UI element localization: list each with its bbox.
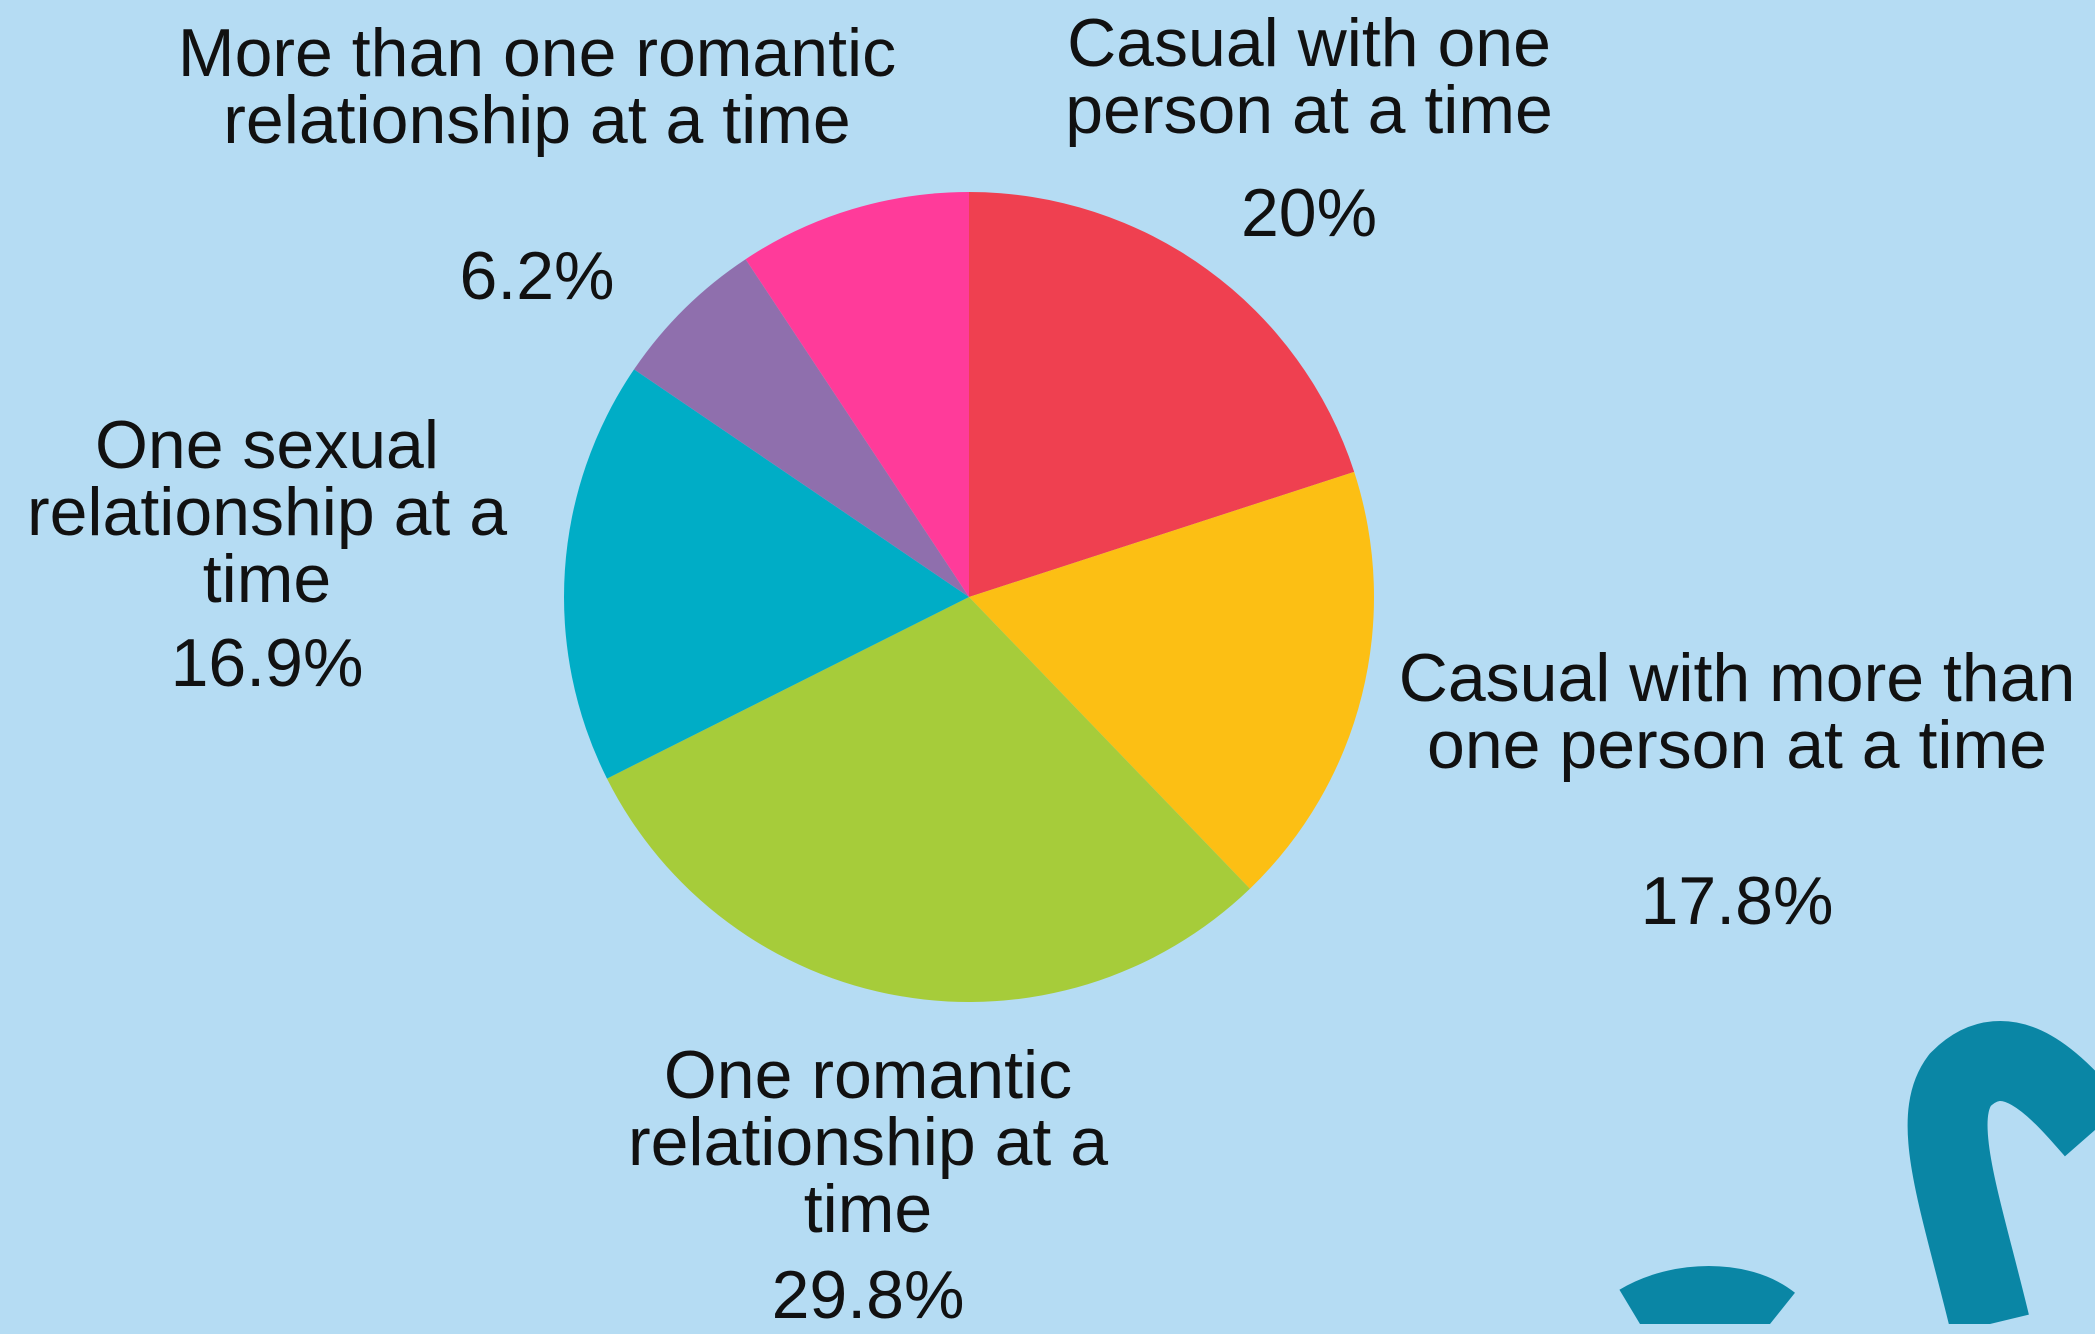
pie-slice [606,597,1250,1002]
value-label: 29.8% [771,1257,965,1333]
value-label: 6.2% [459,238,615,314]
pie-slice [634,259,969,597]
pie-slice [745,192,969,597]
pie-slice [969,192,1355,597]
value-label: 16.9% [170,625,364,701]
decoration [1907,1021,2095,1324]
slice-label: One sexual relationship at a time [26,407,508,617]
slice-label: Casual with more than one person at a ti… [1398,640,2076,783]
decoration [1619,1266,1795,1324]
pie-slice [969,471,1374,889]
value-label: 17.8% [1640,863,1834,939]
value-label: 20% [1240,175,1378,251]
slice-label: Casual with one person at a time [1065,5,1553,148]
slice-label: One romantic relationship at a time [627,1037,1109,1247]
pie-slice [564,369,969,779]
slice-label: More than one romantic relationship at a… [177,15,897,158]
